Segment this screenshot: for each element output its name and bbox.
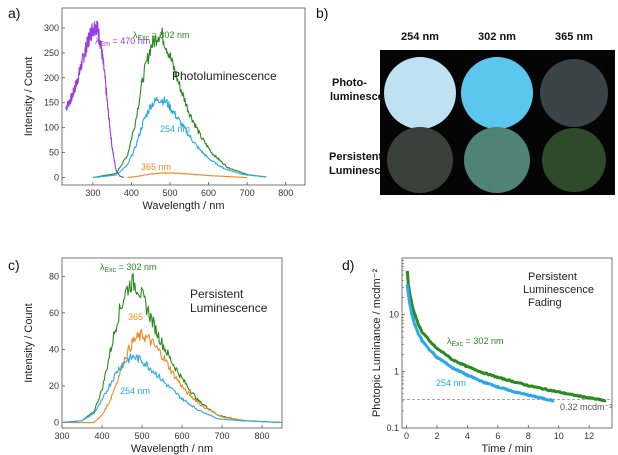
y-tick-label: 10 xyxy=(389,310,399,320)
y-axis-label: Photopic Luminance / mcdm⁻² xyxy=(371,269,383,418)
x-tick-label: 4 xyxy=(465,431,470,441)
panel-d-green-label: λExc = 302 nm xyxy=(447,336,503,348)
panel-b-col-302: 302 nm xyxy=(478,31,516,43)
panel-a-plot: 300 400 500 600 700 800 0 50 100 150 200 250 300 Wave… xyxy=(23,7,306,212)
series-line-blue xyxy=(62,353,282,424)
x-tick-label: 500 xyxy=(162,188,177,198)
x-tick-label: 700 xyxy=(214,431,229,441)
panel-d: d) 0 2 4 6 8 10 12 0.1 1 10 Time / min Photopic Lum… xyxy=(342,257,613,455)
swatch-photo-365 xyxy=(540,59,608,127)
x-tick-label: 400 xyxy=(124,188,139,198)
y-axis-label: Intensity / Count xyxy=(23,303,35,383)
x-tick-label: 300 xyxy=(85,188,100,198)
panel-c-annotation: Persistent Luminescence xyxy=(190,287,268,315)
y-tick-label: 40 xyxy=(49,344,59,354)
x-tick-label: 600 xyxy=(201,188,216,198)
x-tick-label: 400 xyxy=(94,431,109,441)
panel-c-plot: 300 400 500 600 700 800 0 20 40 60 80 Wavelength / … xyxy=(23,257,283,455)
x-tick-label: 700 xyxy=(240,188,255,198)
panel-a: a) 300 400 500 600 700 800 0 50 100 150 200 250 300 W… xyxy=(8,5,306,212)
x-tick-label: 600 xyxy=(174,431,189,441)
series-line-green xyxy=(405,270,607,403)
plot-frame xyxy=(401,257,613,429)
panel-a-orange-label: 365 nm xyxy=(141,162,171,172)
panel-d-blue-label: 254 nm xyxy=(436,378,466,388)
series-line-blue xyxy=(92,96,267,179)
panel-a-purple-label: λEm = 470 nm xyxy=(95,36,150,48)
y-tick-label: 20 xyxy=(49,381,59,391)
y-tick-label: 0 xyxy=(54,173,59,183)
swatch-photo-254 xyxy=(384,57,456,129)
y-tick-label: 150 xyxy=(44,98,59,108)
series-line-green xyxy=(62,273,282,424)
panel-d-plot: 0 2 4 6 8 10 12 0.1 1 10 Time / min Photopic Lumina… xyxy=(371,257,613,455)
panel-b-col-254: 254 nm xyxy=(401,31,439,43)
y-tick-label: 50 xyxy=(49,148,59,158)
panel-a-label: a) xyxy=(8,5,20,21)
x-axis-label: Wavelength / nm xyxy=(142,200,224,212)
x-tick-label: 500 xyxy=(134,431,149,441)
x-tick-label: 800 xyxy=(254,431,269,441)
panel-d-label: d) xyxy=(342,257,354,273)
y-tick-label: 200 xyxy=(44,73,59,83)
x-tick-label: 0 xyxy=(404,431,409,441)
y-tick-label: 100 xyxy=(44,123,59,133)
panel-c-orange-label: 365 xyxy=(128,312,143,322)
y-tick-label: 60 xyxy=(49,308,59,318)
x-axis-label: Wavelength / nm xyxy=(131,443,213,455)
series-group xyxy=(62,273,282,424)
plot-frame xyxy=(61,7,306,186)
panel-b-col-365: 365 nm xyxy=(555,31,593,43)
swatch-photo-302 xyxy=(461,57,533,129)
panel-d-refline-label: 0.32 mcdm⁻² xyxy=(560,402,612,412)
panel-a-blue-label: 254 nm xyxy=(160,124,190,134)
panel-a-annotation: Photoluminescence xyxy=(172,69,277,83)
series-line-purple xyxy=(65,20,125,179)
series-group xyxy=(405,270,607,403)
x-tick-label: 800 xyxy=(278,188,293,198)
x-tick-label: 8 xyxy=(526,431,531,441)
series-group xyxy=(65,20,267,179)
x-tick-label: 10 xyxy=(554,431,564,441)
y-tick-label: 0 xyxy=(54,418,59,428)
series-line-orange xyxy=(127,172,248,179)
y-tick-label: 250 xyxy=(44,48,59,58)
panel-c-green-label: λExc = 302 nm xyxy=(100,262,156,274)
panel-b-label: b) xyxy=(316,5,328,21)
panel-c: c) 300 400 500 600 700 800 0 20 40 60 80 Wavelength… xyxy=(8,257,283,455)
x-tick-label: 2 xyxy=(434,431,439,441)
swatch-persistent-302 xyxy=(464,127,530,193)
panel-c-blue-label: 254 nm xyxy=(120,386,150,396)
y-tick-label: 0.1 xyxy=(386,423,399,433)
panel-d-annotation: Persistent Luminescence Fading xyxy=(523,271,597,309)
x-axis-label: Time / min xyxy=(482,443,533,455)
panel-a-green-label: λExc = 302 nm xyxy=(133,30,189,42)
y-tick-label: 80 xyxy=(49,271,59,281)
swatch-persistent-365 xyxy=(542,128,606,192)
series-line-blue xyxy=(405,283,555,403)
y-tick-label: 300 xyxy=(44,23,59,33)
x-tick-label: 6 xyxy=(495,431,500,441)
y-axis-label: Intensity / Count xyxy=(23,57,35,137)
panel-b: b) 254 nm 302 nm 365 nm Photo- luminesce… xyxy=(316,5,615,195)
panel-c-label: c) xyxy=(8,257,20,273)
x-tick-label: 300 xyxy=(54,431,69,441)
swatch-persistent-254 xyxy=(387,127,453,193)
y-tick-label: 1 xyxy=(394,366,399,376)
x-tick-label: 12 xyxy=(584,431,594,441)
series-line-green xyxy=(92,27,267,179)
plot-frame xyxy=(61,257,283,429)
